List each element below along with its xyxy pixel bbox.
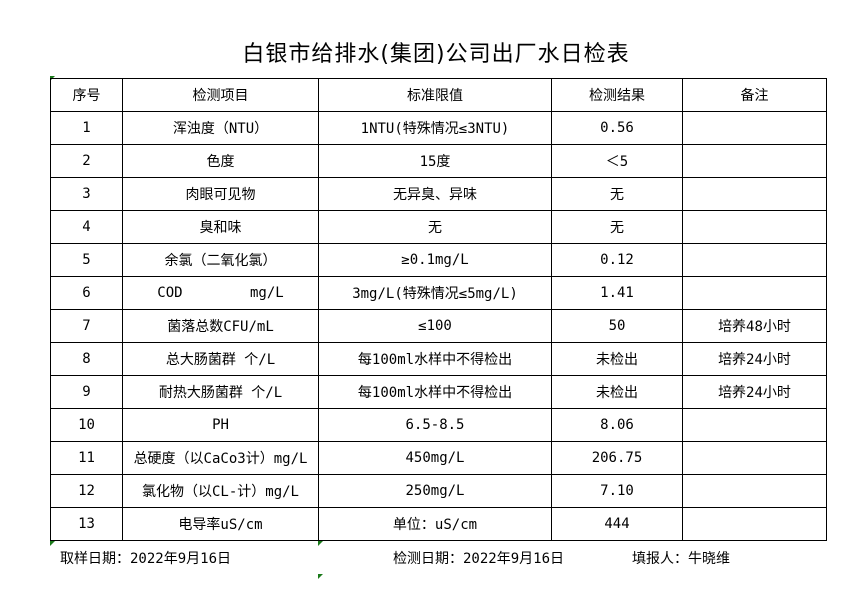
table-cell: 7.10 bbox=[551, 474, 683, 508]
table-row: 1 浑浊度（NTU） 1NTU(特殊情况≤3NTU) 0.56 bbox=[50, 111, 827, 145]
table-row: 13 电导率uS/cm 单位：uS/cm 444 bbox=[50, 507, 827, 541]
table-cell: 7 bbox=[50, 309, 123, 343]
table-cell: ≥0.1mg/L bbox=[318, 243, 552, 277]
inspection-table: 序号 检测项目 标准限值 检测结果 备注 1 浑浊度（NTU） 1NTU(特殊情况≤3NTU… bbox=[50, 78, 827, 541]
reporter: 填报人：牛晓维 bbox=[632, 551, 730, 567]
column-header: 序号 bbox=[50, 78, 123, 112]
table-cell: 1 bbox=[50, 111, 123, 145]
table-cell: 15度 bbox=[318, 144, 552, 178]
table-cell: 培养24小时 bbox=[682, 342, 827, 376]
table-cell: 单位：uS/cm bbox=[318, 507, 552, 541]
table-cell: 250mg/L bbox=[318, 474, 552, 508]
table-cell: 每100ml水样中不得检出 bbox=[318, 375, 552, 409]
cell-marker bbox=[50, 541, 55, 546]
table-cell: 13 bbox=[50, 507, 123, 541]
column-header: 检测结果 bbox=[551, 78, 683, 112]
table-cell: 总大肠菌群 个/L bbox=[122, 342, 319, 376]
table-cell bbox=[682, 474, 827, 508]
table-cell: 1NTU(特殊情况≤3NTU) bbox=[318, 111, 552, 145]
table-cell bbox=[682, 177, 827, 211]
table-cell: 0.56 bbox=[551, 111, 683, 145]
table-row: 2 色度 15度 ＜5 bbox=[50, 144, 827, 178]
table-cell: 444 bbox=[551, 507, 683, 541]
table-cell: 8.06 bbox=[551, 408, 683, 442]
table-cell: 未检出 bbox=[551, 375, 683, 409]
table-row: 3 肉眼可见物 无异臭、异味无 bbox=[50, 177, 827, 211]
table-cell: ≤100 bbox=[318, 309, 552, 343]
table-row: 11 总硬度（以CaCo3计）mg/L 450mg/L 206.75 bbox=[50, 441, 827, 475]
table-cell: 450mg/L bbox=[318, 441, 552, 475]
table-row: 6 COD mg/L 3mg/L(特殊情况≤5mg/L) 1.41 bbox=[50, 276, 827, 310]
table-cell: 培养48小时 bbox=[682, 309, 827, 343]
table-row: 7 菌落总数CFU/mL ≤100 50 培养48小时 bbox=[50, 309, 827, 343]
table-cell: 50 bbox=[551, 309, 683, 343]
table-cell: 9 bbox=[50, 375, 123, 409]
table-cell: 总硬度（以CaCo3计）mg/L bbox=[122, 441, 319, 475]
table-cell bbox=[682, 276, 827, 310]
table-cell: 氯化物（以CL-计）mg/L bbox=[122, 474, 319, 508]
table-cell: 11 bbox=[50, 441, 123, 475]
page-title: 白银市给排水(集团)公司出厂水日检表 bbox=[242, 42, 630, 67]
table-cell: 余氯（二氧化氯） bbox=[122, 243, 319, 277]
table-row: 9 耐热大肠菌群 个/L 每100ml水样中不得检出 未检出 培养24小时 bbox=[50, 375, 827, 409]
table-cell: 无 bbox=[551, 177, 683, 211]
table-cell: 培养24小时 bbox=[682, 375, 827, 409]
table-cell: PH bbox=[122, 408, 319, 442]
column-header: 标准限值 bbox=[318, 78, 552, 112]
test-date: 检测日期：2022年9月16日 bbox=[393, 551, 565, 567]
table-cell: 臭和味 bbox=[122, 210, 319, 244]
table-cell: 电导率uS/cm bbox=[122, 507, 319, 541]
column-header: 检测项目 bbox=[122, 78, 319, 112]
table-cell: 每100ml水样中不得检出 bbox=[318, 342, 552, 376]
table-row: 12 氯化物（以CL-计）mg/L 250mg/L 7.10 bbox=[50, 474, 827, 508]
table-cell: 3 bbox=[50, 177, 123, 211]
table-cell: 12 bbox=[50, 474, 123, 508]
table-cell bbox=[682, 507, 827, 541]
table-cell: 5 bbox=[50, 243, 123, 277]
table-cell: 6.5-8.5 bbox=[318, 408, 552, 442]
table-cell: 6 bbox=[50, 276, 123, 310]
table-cell: 0.12 bbox=[551, 243, 683, 277]
table-cell: 8 bbox=[50, 342, 123, 376]
table-row: 10 PH 6.5-8.5 8.06 bbox=[50, 408, 827, 442]
table-cell bbox=[682, 210, 827, 244]
table-cell: 色度 bbox=[122, 144, 319, 178]
table-cell bbox=[682, 144, 827, 178]
table-cell: 未检出 bbox=[551, 342, 683, 376]
cell-marker bbox=[318, 574, 323, 579]
table-cell: 无 bbox=[551, 210, 683, 244]
table-cell: 耐热大肠菌群 个/L bbox=[122, 375, 319, 409]
table-cell bbox=[682, 441, 827, 475]
table-cell bbox=[682, 111, 827, 145]
table-cell: 肉眼可见物 bbox=[122, 177, 319, 211]
table-cell: 浑浊度（NTU） bbox=[122, 111, 319, 145]
table-cell: 菌落总数CFU/mL bbox=[122, 309, 319, 343]
table-cell: 无 bbox=[318, 210, 552, 244]
table-cell bbox=[682, 408, 827, 442]
cell-marker bbox=[318, 541, 323, 546]
table-cell bbox=[682, 243, 827, 277]
header-row: 序号 检测项目 标准限值 检测结果 备注 bbox=[50, 78, 827, 112]
sample-date: 取样日期：2022年9月16日 bbox=[60, 551, 232, 567]
table-cell: 1.41 bbox=[551, 276, 683, 310]
table-cell: COD mg/L bbox=[122, 276, 319, 310]
table-cell: 2 bbox=[50, 144, 123, 178]
table-cell: 3mg/L(特殊情况≤5mg/L) bbox=[318, 276, 552, 310]
column-header: 备注 bbox=[682, 78, 827, 112]
table-row: 5 余氯（二氧化氯） ≥0.1mg/L 0.12 bbox=[50, 243, 827, 277]
table-cell: 206.75 bbox=[551, 441, 683, 475]
table-cell: 无异臭、异味 bbox=[318, 177, 552, 211]
table-row: 8 总大肠菌群 个/L 每100ml水样中不得检出 未检出 培养24小时 bbox=[50, 342, 827, 376]
table-row: 4 臭和味无无 bbox=[50, 210, 827, 244]
table-cell: 10 bbox=[50, 408, 123, 442]
table-cell: 4 bbox=[50, 210, 123, 244]
table-cell: ＜5 bbox=[551, 144, 683, 178]
